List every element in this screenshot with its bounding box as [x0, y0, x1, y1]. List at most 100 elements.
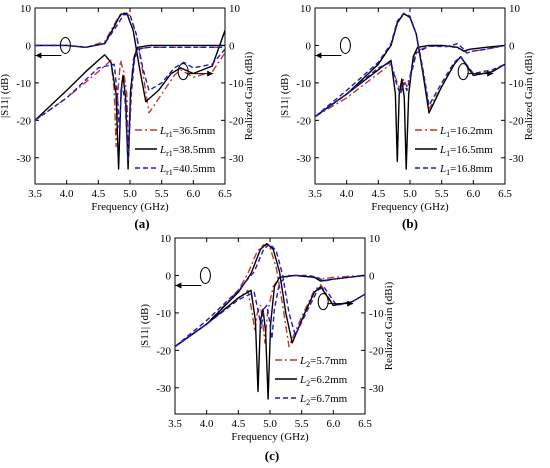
legend-entry-label: L1=16.2mm — [439, 125, 493, 139]
x-axis-label: Frequency (GHz) — [231, 431, 309, 443]
series-line-s11 — [35, 44, 225, 170]
series-line-gain — [35, 12, 225, 103]
y-tick-label-right: -20 — [229, 115, 244, 127]
legend-entry-label: Lr1=40.5mm — [159, 163, 216, 177]
left-axis-ellipse-icon — [339, 36, 351, 54]
left-axis-ellipse-icon — [59, 36, 71, 54]
right-axis-arrowhead-icon — [487, 70, 494, 77]
legend-symbol: L — [299, 374, 306, 386]
y-tick-label-left: -30 — [16, 153, 31, 165]
legend-subscript: 1 — [446, 130, 450, 139]
y-tick-label-right: 0 — [369, 270, 375, 282]
left-axis-ellipse-icon — [199, 266, 211, 284]
legend-entry-label: L2=6.2mm — [299, 374, 348, 388]
x-tick-label: 5.0 — [263, 418, 277, 430]
y-tick-label-right: -30 — [369, 383, 384, 395]
legend-value: =6.2mm — [310, 374, 348, 386]
legend-symbol: L — [439, 144, 446, 156]
y-tick-label-right: -20 — [369, 345, 384, 357]
chart-panel: 3.5 4.0 4.5 5.0 5.5 6.0 6.5 10 10 0 0 -10 -10 -20 -20 -… — [279, 3, 535, 213]
right-axis-ellipse-icon — [457, 63, 469, 81]
legend-subscript: 2 — [306, 398, 310, 407]
legend-value: =16.2mm — [450, 125, 493, 137]
legend-entry-label: Lr1=38.5mm — [159, 144, 216, 158]
legend-symbol: L — [159, 125, 166, 137]
y-axis-label-left: |S11| (dB) — [139, 304, 151, 348]
x-axis-label: Frequency (GHz) — [371, 201, 449, 213]
series-line-gain — [315, 12, 505, 118]
legend-symbol: L — [159, 144, 166, 156]
y-tick-label-left: -30 — [296, 153, 311, 165]
y-tick-label-right: 10 — [369, 233, 381, 245]
x-tick-label: 4.5 — [231, 418, 245, 430]
legend-value: =38.5mm — [173, 144, 216, 156]
y-tick-label-right: 0 — [229, 40, 235, 52]
x-tick-label: 6.5 — [358, 418, 372, 430]
series-line-s11 — [175, 274, 365, 348]
series-line-gain — [175, 243, 365, 348]
legend-value: =40.5mm — [173, 163, 216, 175]
legend-entry-label: L2=6.7mm — [299, 393, 348, 407]
y-axis-label-left: |S11| (dB) — [0, 74, 11, 118]
x-tick-label: 6.5 — [218, 188, 232, 200]
legend-symbol: L — [299, 355, 306, 367]
legend-subscript: 2 — [306, 360, 310, 369]
y-tick-label-left: -30 — [156, 383, 171, 395]
x-tick-label: 4.0 — [200, 418, 214, 430]
y-tick-label-right: 0 — [509, 40, 515, 52]
legend-symbol: L — [439, 163, 446, 175]
legend-entry-label: L2=5.7mm — [299, 355, 348, 369]
legend-value: =16.8mm — [450, 163, 493, 175]
y-tick-label-right: -30 — [509, 153, 524, 165]
legend-entry-label: L1=16.5mm — [439, 144, 493, 158]
chart-panel: 3.5 4.0 4.5 5.0 5.5 6.0 6.5 10 10 0 0 -10 -10 -20 -20 -… — [139, 233, 395, 443]
y-tick-label-right: -30 — [229, 153, 244, 165]
legend-entry-label: L1=16.8mm — [439, 163, 493, 177]
x-tick-label: 4.0 — [340, 188, 354, 200]
y-tick-label-left: 0 — [26, 40, 32, 52]
x-tick-label: 6.5 — [498, 188, 512, 200]
y-tick-label-left: -10 — [296, 78, 311, 90]
x-tick-label: 5.0 — [403, 188, 417, 200]
legend-subscript: 1 — [446, 168, 450, 177]
series-line-s11 — [315, 44, 505, 118]
legend-symbol: L — [159, 163, 166, 175]
right-axis-arrowhead-icon — [347, 300, 354, 307]
y-tick-label-left: 10 — [20, 3, 32, 15]
y-tick-label-left: -20 — [296, 115, 311, 127]
left-axis-arrowhead-icon — [35, 52, 42, 59]
y-tick-label-right: -10 — [229, 78, 244, 90]
y-axis-label-right: Realized Gain (dBi) — [383, 281, 395, 370]
x-tick-label: 4.5 — [91, 188, 105, 200]
legend-value: =36.5mm — [173, 125, 216, 137]
y-tick-label-left: -20 — [156, 345, 171, 357]
chart-panel: 3.5 4.0 4.5 5.0 5.5 6.0 6.5 10 10 0 0 -10 -10 -20 -20 -… — [0, 3, 255, 213]
series-line-gain — [35, 12, 225, 114]
legend-symbol: L — [439, 125, 446, 137]
y-tick-label-left: -10 — [156, 308, 171, 320]
y-tick-label-right: 10 — [509, 3, 521, 15]
left-axis-arrowhead-icon — [315, 52, 322, 59]
y-axis-label-right: Realized Gain (dBi) — [523, 51, 535, 140]
series-line-s11 — [315, 42, 505, 118]
legend-subscript: 1 — [446, 149, 450, 158]
y-axis-label-right: Realized Gain (dBi) — [243, 51, 255, 140]
right-axis-ellipse-icon — [317, 293, 329, 311]
x-tick-label: 4.0 — [60, 188, 74, 200]
legend-subscript: 2 — [306, 379, 310, 388]
x-axis-label: Frequency (GHz) — [91, 201, 169, 213]
right-axis-ellipse-icon — [177, 63, 189, 81]
x-tick-label: 5.0 — [123, 188, 137, 200]
legend-entry-label: Lr1=36.5mm — [159, 125, 216, 139]
panel-label: (b) — [402, 216, 418, 231]
x-tick-label: 3.5 — [28, 188, 42, 200]
series-line-gain — [315, 12, 505, 118]
x-tick-label: 6.0 — [466, 188, 480, 200]
series-line-gain — [35, 13, 225, 92]
x-tick-label: 3.5 — [308, 188, 322, 200]
y-tick-label-right: 10 — [229, 3, 241, 15]
legend-subscript: r1 — [166, 149, 173, 158]
y-tick-label-right: -10 — [509, 78, 524, 90]
